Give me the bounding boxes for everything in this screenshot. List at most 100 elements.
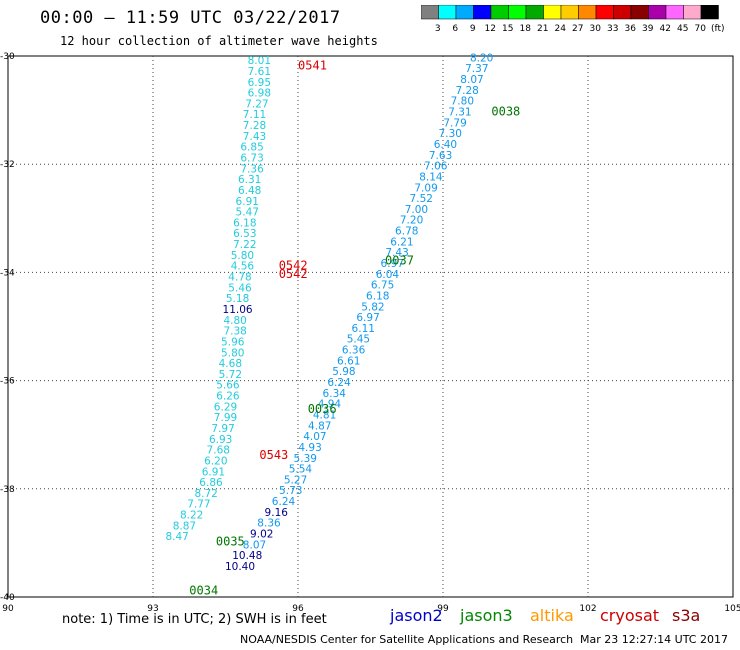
swh-value: 7.22 [233,239,256,251]
swh-value: 10.40 [225,561,255,573]
swh-value: 4.56 [231,261,255,273]
swh-value: 4.93 [298,442,321,454]
swh-value: 7.77 [187,499,210,511]
swh-value: 6.73 [240,152,263,164]
swh-value: 6.97 [356,312,379,324]
swh-value: 5.96 [221,336,245,348]
swh-value: 6.18 [233,217,256,229]
track-time-label: 0543 [259,448,288,462]
swh-value: 4.07 [303,431,326,443]
y-tick-label: -38 [0,485,15,495]
colorbar-label: 70 [695,24,707,34]
swh-value: 9.16 [265,507,289,519]
swh-value: 8.87 [173,520,196,532]
x-tick-label: 90 [2,604,14,614]
x-tick-label: 96 [292,604,304,614]
swh-value: 5.47 [236,207,259,219]
swh-value: 7.80 [451,96,474,108]
swh-value: 6.48 [238,185,261,197]
swh-value: 7.00 [405,204,428,216]
swh-value: 7.27 [245,98,268,110]
chart-title: 00:00 – 11:59 UTC 03/22/2017 [40,8,341,28]
plot-frame [7,55,734,598]
colorbar-label: 3 [435,24,441,34]
swh-value: 7.20 [400,215,423,227]
swh-value: 4.87 [308,420,331,432]
footer-credit: NOAA/NESDIS Center for Satellite Applica… [240,633,574,646]
chart-subtitle: 12 hour collection of altimeter wave hei… [60,34,378,48]
swh-value: 6.97 [381,258,404,270]
legend-jason2: jason2 [390,606,443,625]
swh-value: 6.91 [202,466,225,478]
swh-value: 6.93 [209,434,232,446]
swh-value: 8.22 [180,510,203,522]
colorbar-label: 21 [537,24,548,34]
colorbar-label: 18 [520,24,532,34]
y-tick-label: -40 [0,593,15,603]
track-time-label: 0037 [385,253,414,267]
swh-value: 7.97 [211,423,234,435]
swh-value: 7.06 [424,161,448,173]
y-tick-label: -30 [0,52,15,62]
swh-value: 7.63 [429,150,452,162]
swh-value: 4.80 [223,315,246,327]
swh-value: 7.52 [410,193,433,205]
legend-altika: altika [530,606,574,625]
colorbar-label: 30 [590,24,602,34]
swh-value: 7.99 [214,412,237,424]
swh-value: 7.09 [414,182,437,194]
colorbar-swatch [700,5,719,20]
swh-value: 6.36 [342,345,366,357]
track-time-label: 0541 [298,59,327,73]
swh-value: 7.38 [223,326,246,338]
swh-value: 5.46 [228,282,252,294]
colorbar-label: 27 [572,24,583,34]
swh-value: 6.34 [323,388,347,400]
y-tick-label: -36 [0,377,15,387]
colorbar-label: 39 [642,24,654,34]
swh-value: 6.78 [395,226,418,238]
swh-value: 5.66 [216,380,240,392]
swh-value: 4.78 [228,272,251,284]
swh-value: 7.30 [439,128,462,140]
track-time-label: 0035 [216,535,245,549]
colorbar-label: 45 [677,24,688,34]
swh-value: 8.36 [257,518,281,530]
swh-value: 5.73 [279,485,302,497]
swh-value: 8.07 [243,539,266,551]
track-time-label: 0038 [491,105,520,119]
swh-value: 6.91 [236,196,259,208]
swh-value: 5.27 [284,474,307,486]
swh-value: 6.20 [204,455,227,467]
swh-value: 6.29 [214,401,237,413]
swh-value: 6.95 [248,77,271,89]
swh-value: 5.54 [289,464,313,476]
x-tick-label: 99 [437,604,449,614]
swh-value: 7.68 [207,445,230,457]
swh-value: 7.43 [243,131,266,143]
swh-value: 5.39 [294,453,317,465]
colorbar-label: 33 [607,24,618,34]
x-tick-label: 93 [147,604,158,614]
colorbar-label: 9 [470,24,476,34]
swh-value: 6.21 [390,236,413,248]
x-tick-label: 105 [724,604,740,614]
swh-value: 6.31 [238,174,261,186]
swh-value: 11.06 [223,304,253,316]
swh-value: 6.53 [233,228,256,240]
swh-value: 7.28 [455,85,478,97]
swh-value: 6.75 [371,280,394,292]
swh-value: 4.68 [219,358,242,370]
swh-value: 8.72 [194,488,217,500]
colorbar-label: 36 [625,24,637,34]
swh-value: 5.72 [219,369,242,381]
colorbar-label: (ft) [711,24,725,34]
swh-value: 10.48 [232,550,262,562]
colorbar-legend: 3 6 9 12 15 18 21 24 27 30 33 36 39 42 45 70 (ft) [421,5,725,34]
swh-value: 5.98 [332,366,355,378]
colorbar-label: 42 [660,24,671,34]
swh-value: 7.43 [385,247,408,259]
swh-value: 5.80 [221,347,244,359]
legend-s3a: s3a [672,606,701,625]
swh-value: 6.85 [240,142,263,154]
